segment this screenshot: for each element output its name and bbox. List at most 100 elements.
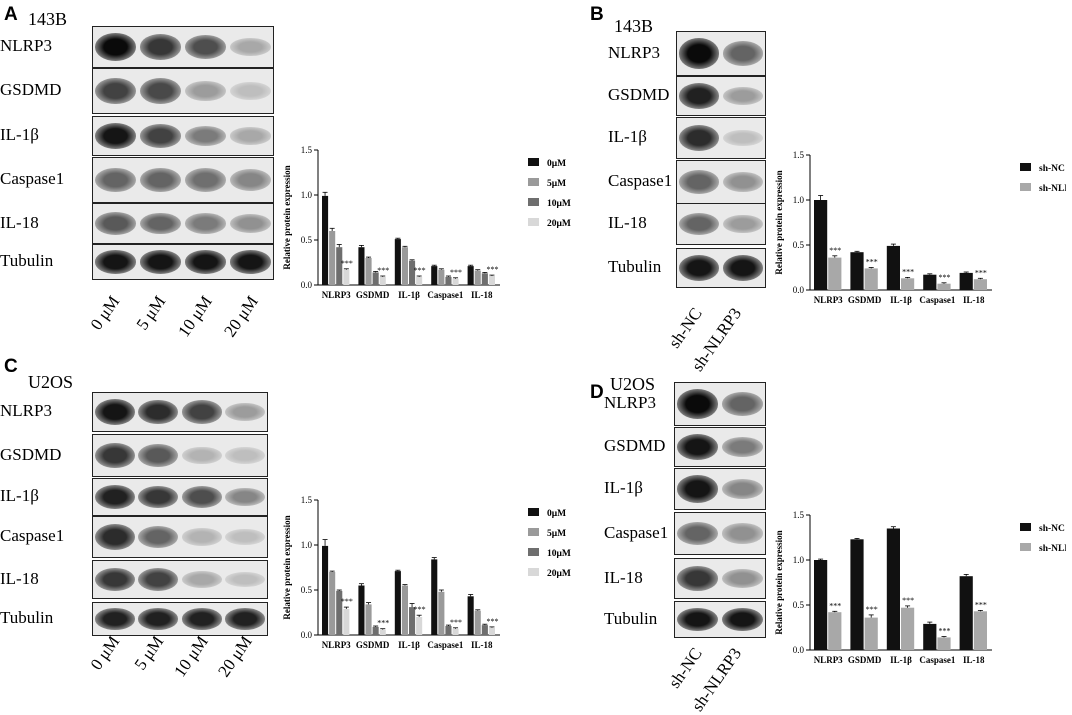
x-tick-label: IL-18: [471, 640, 493, 650]
blot-strip: [674, 601, 766, 638]
y-tick-label: 1.5: [301, 145, 313, 155]
y-tick-label: 0.5: [793, 240, 805, 250]
blot-row-label: NLRP3: [0, 36, 52, 55]
y-axis-label: Relative protein expression: [774, 170, 784, 274]
blot-band: [94, 442, 135, 469]
significance-label: ***: [902, 596, 914, 605]
bar: [452, 278, 459, 285]
significance-label: ***: [486, 265, 498, 274]
blot-band: [184, 250, 227, 274]
panel-label-c: C: [4, 356, 18, 377]
blot-band: [676, 389, 719, 419]
blot-band: [229, 37, 272, 57]
blot-row-label: GSDMD: [0, 444, 62, 464]
blot-row-label: Tubulin: [604, 608, 658, 628]
y-axis-label: Relative protein expression: [774, 530, 784, 634]
blot-band: [138, 568, 179, 591]
y-axis-label: Relative protein expression: [282, 515, 292, 619]
blot-strip: [674, 558, 766, 599]
bar: [467, 266, 474, 285]
legend-label: 5μM: [547, 179, 566, 189]
x-tick-label: IL-1β: [890, 655, 912, 665]
legend-label: 5μM: [547, 529, 566, 539]
blot-band: [721, 437, 764, 457]
x-tick-label: IL-18: [963, 295, 985, 305]
legend-label: 0μM: [547, 159, 566, 169]
bar: [901, 278, 915, 290]
bar: [828, 257, 842, 290]
x-tick-label: GSDMD: [848, 655, 882, 665]
significance-label: ***: [486, 617, 498, 626]
y-tick-label: 0.0: [793, 285, 805, 295]
blot-band: [94, 567, 135, 592]
blot-row-label: GSDMD: [0, 80, 62, 99]
y-tick-label: 0.0: [793, 645, 805, 655]
bar-chart-d: 0.0 0.5 1.0 1.5 Relative protein expression *…: [774, 510, 1066, 665]
blot-row-label: NLRP3: [604, 393, 656, 412]
blot-strip: [676, 117, 766, 159]
bar: [431, 266, 438, 285]
bar: [372, 626, 379, 635]
blot-band: [676, 475, 719, 503]
bar: [481, 273, 488, 285]
x-tick-label: Caspase1: [919, 655, 956, 665]
significance-label: ***: [902, 267, 914, 276]
bar: [488, 627, 495, 635]
blot-row-label: Tubulin: [608, 257, 662, 276]
blot-band: [225, 571, 266, 588]
blot-band: [94, 524, 135, 550]
bar: [959, 576, 973, 650]
bar: [336, 590, 343, 635]
y-tick-label: 0.5: [793, 600, 805, 610]
bar: [343, 269, 350, 285]
blot-band: [138, 608, 179, 630]
blot-band: [722, 171, 764, 193]
bar: [474, 610, 481, 635]
x-tick-label: NLRP3: [814, 655, 843, 665]
blot-row-label: Caspase1: [0, 526, 65, 545]
bar: [923, 274, 937, 290]
legend-swatch: [528, 178, 539, 186]
y-tick-label: 1.0: [793, 555, 805, 565]
blot-band: [721, 523, 764, 544]
blot-strip: [676, 76, 766, 116]
x-tick-label: IL-1β: [890, 295, 912, 305]
significance-label: ***: [938, 627, 950, 636]
blot-band: [676, 434, 719, 460]
blot-band: [138, 525, 179, 549]
blot-band: [678, 170, 720, 194]
significance-label: ***: [414, 605, 426, 614]
x-tick-label: NLRP3: [322, 290, 351, 300]
legend-swatch: [528, 158, 539, 166]
x-tick-label: IL-1β: [398, 640, 420, 650]
bar: [901, 607, 915, 650]
x-tick-label: GSDMD: [848, 295, 882, 305]
bar: [322, 545, 329, 635]
bar: [365, 258, 372, 285]
legend-label: 10μM: [547, 199, 571, 209]
legend-swatch: [528, 508, 539, 516]
x-tick-label: IL-1β: [398, 290, 420, 300]
legend-label: 20μM: [547, 219, 571, 229]
blot-band: [229, 213, 272, 234]
legend-swatch: [528, 218, 539, 226]
bar: [481, 625, 488, 635]
blot-row-label: IL-1β: [0, 125, 39, 144]
blot-row-label: IL-1β: [608, 127, 647, 146]
bar: [886, 528, 900, 650]
bar: [452, 628, 459, 635]
significance-label: ***: [377, 266, 389, 275]
significance-label: ***: [341, 259, 353, 268]
blot-band: [184, 168, 227, 192]
bar: [445, 626, 452, 635]
bar-chart-a: 0.0 0.5 1.0 1.5 Relative protein expression *…: [282, 145, 571, 300]
lane-label: 10 μM: [169, 632, 212, 681]
bar: [474, 270, 481, 285]
bar: [438, 591, 445, 635]
blot-band: [181, 608, 222, 630]
blot-band: [722, 129, 764, 147]
blot-strip: [676, 248, 766, 288]
blot-strip: [92, 478, 268, 516]
blot-band: [94, 167, 137, 193]
blot-band: [94, 33, 137, 61]
